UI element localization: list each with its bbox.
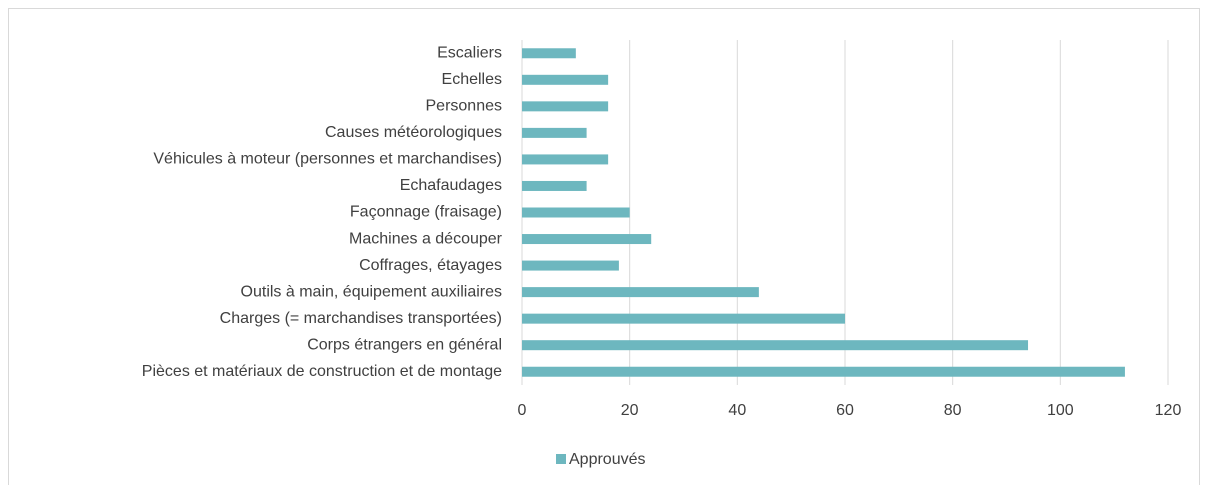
x-tick-label: 80: [944, 402, 962, 419]
y-tick-label: Personnes: [426, 98, 503, 115]
x-tick-label: 20: [621, 402, 639, 419]
bar: [522, 340, 1029, 351]
bar: [522, 101, 609, 112]
x-tick-label: 40: [728, 402, 746, 419]
y-tick-label: Corps étrangers en général: [307, 336, 502, 353]
legend-label: Approuvés: [569, 451, 646, 468]
bar: [522, 366, 1125, 377]
y-tick-label: Outils à main, équipement auxiliaires: [241, 283, 502, 300]
bar: [522, 234, 652, 245]
y-tick-label: Escaliers: [437, 44, 502, 61]
x-tick-label: 100: [1047, 402, 1074, 419]
bar: [522, 260, 619, 271]
y-tick-label: Coffrages, étayages: [359, 257, 502, 274]
bar: [522, 287, 759, 298]
bar: [522, 313, 845, 324]
y-tick-label: Machines a découper: [349, 230, 503, 247]
y-tick-label: Façonnage (fraisage): [350, 204, 502, 221]
bar: [522, 74, 609, 85]
y-tick-label: Pièces et matériaux de construction et d…: [142, 363, 502, 380]
x-tick-label: 120: [1155, 402, 1182, 419]
y-tick-label: Charges (= marchandises transportées): [220, 310, 502, 327]
chart-frame: [8, 8, 1200, 490]
bar: [522, 48, 576, 59]
bar: [522, 180, 587, 191]
y-tick-label: Echafaudages: [400, 177, 502, 194]
bar: [522, 207, 630, 218]
y-tick-label: Véhicules à moteur (personnes et marchan…: [153, 151, 502, 168]
bar: [522, 127, 587, 138]
bar: [522, 154, 609, 165]
x-tick-label: 0: [518, 402, 527, 419]
x-tick-label: 60: [836, 402, 854, 419]
legend-swatch: [556, 454, 566, 464]
y-tick-label: Causes météorologiques: [325, 124, 502, 141]
y-tick-label: Echelles: [442, 71, 502, 88]
